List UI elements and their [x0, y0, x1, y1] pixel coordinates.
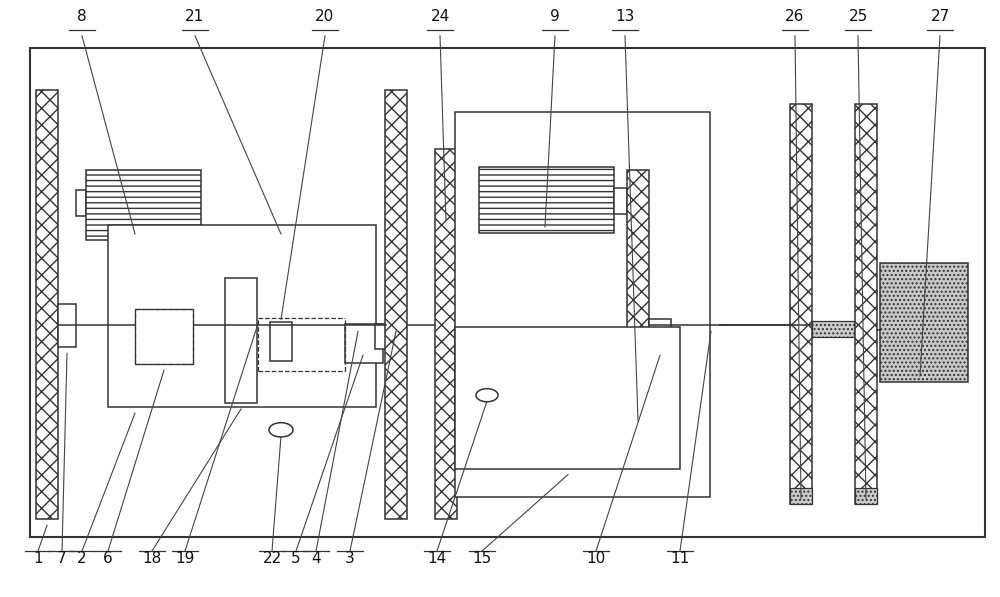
- Bar: [345, 324, 383, 363]
- Bar: [108, 225, 376, 407]
- Bar: [30, 48, 985, 537]
- Bar: [649, 319, 671, 349]
- Bar: [855, 104, 877, 504]
- Bar: [614, 188, 627, 214]
- Text: 19: 19: [175, 551, 195, 566]
- Bar: [375, 324, 388, 349]
- Bar: [455, 112, 710, 497]
- Bar: [270, 322, 292, 361]
- Bar: [855, 488, 877, 504]
- Bar: [76, 190, 86, 216]
- Text: 5: 5: [291, 551, 301, 566]
- Text: 7: 7: [57, 551, 67, 566]
- Text: 21: 21: [185, 9, 205, 24]
- Bar: [627, 170, 649, 427]
- Bar: [86, 170, 201, 240]
- Bar: [455, 327, 680, 469]
- Text: 24: 24: [430, 9, 450, 24]
- Text: 14: 14: [427, 551, 447, 566]
- Text: 4: 4: [311, 551, 321, 566]
- Bar: [479, 167, 614, 233]
- Text: 3: 3: [345, 551, 355, 566]
- Bar: [457, 322, 482, 338]
- Bar: [225, 278, 257, 403]
- Bar: [790, 104, 812, 504]
- Text: 13: 13: [615, 9, 635, 24]
- Bar: [790, 488, 812, 504]
- Text: 9: 9: [550, 9, 560, 24]
- Text: 25: 25: [848, 9, 868, 24]
- Bar: [58, 304, 76, 347]
- Text: 20: 20: [315, 9, 335, 24]
- Text: 18: 18: [142, 551, 162, 566]
- Text: 8: 8: [77, 9, 87, 24]
- Text: 26: 26: [785, 9, 805, 24]
- Circle shape: [476, 389, 498, 402]
- Bar: [435, 149, 457, 519]
- Bar: [36, 90, 58, 519]
- Bar: [880, 263, 968, 382]
- Text: 27: 27: [930, 9, 950, 24]
- Circle shape: [269, 423, 293, 437]
- Text: 11: 11: [670, 551, 690, 566]
- Bar: [135, 309, 193, 364]
- Bar: [385, 90, 407, 519]
- Text: 22: 22: [262, 551, 282, 566]
- Text: 6: 6: [103, 551, 113, 566]
- Bar: [812, 321, 855, 337]
- Text: 1: 1: [33, 551, 43, 566]
- Text: 2: 2: [77, 551, 87, 566]
- Text: 10: 10: [586, 551, 606, 566]
- Text: 15: 15: [472, 551, 492, 566]
